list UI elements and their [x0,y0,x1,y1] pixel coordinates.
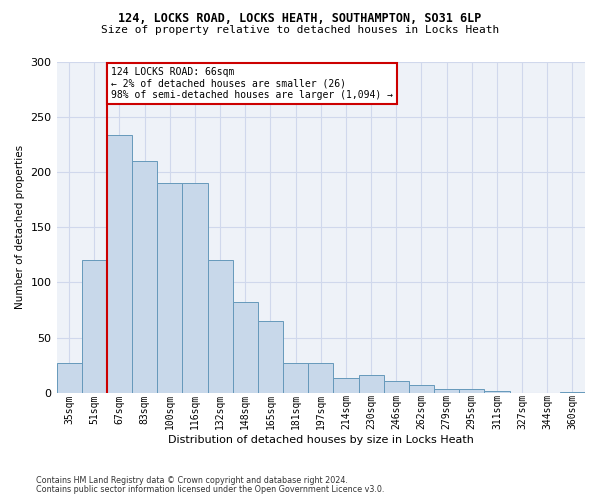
Bar [233,302,258,393]
Bar [409,385,434,393]
Bar [484,390,509,393]
Bar [308,363,334,393]
Bar [434,390,459,393]
Text: Size of property relative to detached houses in Locks Heath: Size of property relative to detached ho… [101,25,499,35]
Bar [208,260,233,393]
X-axis label: Distribution of detached houses by size in Locks Heath: Distribution of detached houses by size … [168,435,474,445]
Bar [182,183,208,393]
Bar [283,363,308,393]
Bar [459,390,484,393]
Bar [107,136,132,393]
Text: Contains HM Land Registry data © Crown copyright and database right 2024.: Contains HM Land Registry data © Crown c… [36,476,348,485]
Y-axis label: Number of detached properties: Number of detached properties [15,145,25,309]
Bar [383,380,409,393]
Text: 124 LOCKS ROAD: 66sqm
← 2% of detached houses are smaller (26)
98% of semi-detac: 124 LOCKS ROAD: 66sqm ← 2% of detached h… [110,67,392,100]
Bar [334,378,359,393]
Bar [82,260,107,393]
Text: Contains public sector information licensed under the Open Government Licence v3: Contains public sector information licen… [36,485,385,494]
Text: 124, LOCKS ROAD, LOCKS HEATH, SOUTHAMPTON, SO31 6LP: 124, LOCKS ROAD, LOCKS HEATH, SOUTHAMPTO… [118,12,482,26]
Bar [359,375,383,393]
Bar [560,392,585,393]
Bar [258,321,283,393]
Bar [56,363,82,393]
Bar [157,183,182,393]
Bar [132,161,157,393]
